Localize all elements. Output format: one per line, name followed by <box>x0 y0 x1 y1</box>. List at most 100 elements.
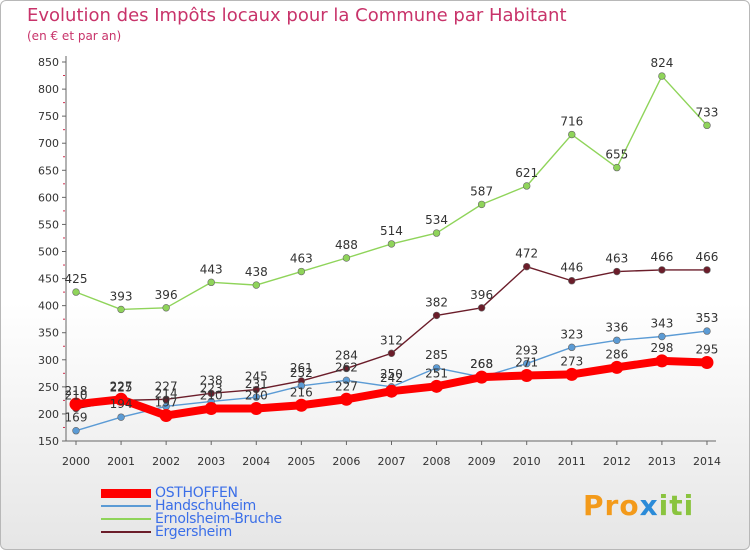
data-point-OSTHOFFEN <box>159 409 173 423</box>
data-label: 396 <box>470 288 493 302</box>
data-label: 621 <box>515 166 538 180</box>
data-point-Ernolsheim-Bruche <box>207 278 215 287</box>
x-tick-label: 2010 <box>513 455 541 468</box>
y-tick-label: 800 <box>38 83 59 96</box>
data-label: 396 <box>155 288 178 302</box>
data-point-Handschuheim <box>613 336 621 344</box>
x-tick-label: 2014 <box>693 455 721 468</box>
data-point-OSTHOFFEN <box>294 398 308 412</box>
data-label: 293 <box>515 344 538 358</box>
data-point-Ernolsheim-Bruche <box>117 305 125 314</box>
data-point-Ergersheim <box>477 304 486 312</box>
data-label: 295 <box>696 342 719 356</box>
data-point-Ernolsheim-Bruche <box>613 163 621 172</box>
data-label: 284 <box>335 348 358 362</box>
x-tick-label: 2008 <box>423 455 451 468</box>
data-label: 488 <box>335 238 358 252</box>
data-label: 216 <box>290 385 313 399</box>
legend-swatch <box>101 505 151 507</box>
data-label: 210 <box>65 389 88 403</box>
data-label: 210 <box>245 389 268 403</box>
data-label: 353 <box>696 311 719 325</box>
data-point-Ernolsheim-Bruche <box>703 121 711 130</box>
data-label: 227 <box>110 379 133 393</box>
data-point-OSTHOFFEN <box>610 360 624 374</box>
x-tick-label: 2006 <box>332 455 360 468</box>
data-point-Handschuheim <box>297 382 306 390</box>
data-label: 514 <box>380 224 403 238</box>
data-point-Handschuheim <box>432 364 441 372</box>
data-label: 242 <box>380 371 403 385</box>
data-label: 238 <box>200 373 223 387</box>
data-label: 382 <box>425 295 448 309</box>
data-point-Ernolsheim-Bruche <box>342 254 351 262</box>
y-tick-label: 700 <box>38 137 59 150</box>
data-point-Ergersheim <box>432 311 441 320</box>
data-point-OSTHOFFEN <box>430 379 444 393</box>
data-label: 466 <box>650 250 673 264</box>
logo-part-1: Pro <box>583 489 640 522</box>
x-tick-label: 2009 <box>468 455 496 468</box>
data-label: 534 <box>425 213 448 227</box>
legend-label: Ernolsheim-Bruche <box>155 511 282 527</box>
data-point-Ergersheim <box>207 389 215 398</box>
data-label: 285 <box>425 348 448 362</box>
data-point-OSTHOFFEN <box>565 367 579 381</box>
data-label: 463 <box>605 252 628 266</box>
x-tick-label: 2003 <box>197 455 225 468</box>
y-tick-label: 200 <box>38 408 59 421</box>
data-point-OSTHOFFEN <box>249 402 263 416</box>
data-label: 245 <box>245 370 268 384</box>
data-label: 250 <box>380 367 403 381</box>
x-tick-label: 2002 <box>152 455 180 468</box>
data-point-Handschuheim <box>117 413 125 421</box>
data-label: 655 <box>605 148 628 162</box>
logo-part-2: x <box>639 489 659 522</box>
y-tick-label: 250 <box>38 381 59 394</box>
data-label: 336 <box>605 320 628 334</box>
data-label: 252 <box>290 366 313 380</box>
x-tick-label: 2005 <box>287 455 315 468</box>
data-label: 231 <box>245 377 268 391</box>
data-label: 425 <box>65 272 88 286</box>
data-point-Handschuheim <box>658 332 666 341</box>
legend-label: OSTHOFFEN <box>155 485 238 501</box>
data-label: 268 <box>470 357 493 371</box>
data-point-Ernolsheim-Bruche <box>522 182 531 190</box>
y-tick-label: 450 <box>38 273 59 286</box>
data-point-Ergersheim <box>658 266 666 274</box>
data-point-OSTHOFFEN <box>700 355 714 369</box>
x-tick-label: 2013 <box>648 455 676 468</box>
data-label: 463 <box>290 252 313 266</box>
data-point-Handschuheim <box>252 393 260 401</box>
data-point-Ergersheim <box>387 349 396 357</box>
data-point-Ernolsheim-Bruche <box>162 304 170 312</box>
data-label: 466 <box>696 250 719 264</box>
data-point-Ernolsheim-Bruche <box>72 288 80 296</box>
data-point-OSTHOFFEN <box>655 354 669 368</box>
y-tick-label: 850 <box>38 56 59 69</box>
proxiti-logo: Proxiti <box>583 489 694 522</box>
legend-swatch <box>101 531 151 533</box>
data-point-Ernolsheim-Bruche <box>658 72 666 80</box>
y-tick-label: 750 <box>38 110 59 123</box>
data-label: 716 <box>560 115 583 129</box>
chart-title: Evolution des Impôts locaux pour la Comm… <box>27 5 567 26</box>
data-label: 343 <box>650 317 673 331</box>
data-point-Handschuheim <box>568 343 576 352</box>
data-label: 268 <box>470 357 493 371</box>
data-label: 587 <box>470 184 493 198</box>
data-label: 824 <box>650 56 673 70</box>
data-point-OSTHOFFEN <box>69 397 83 411</box>
data-point-Ernolsheim-Bruche <box>297 267 306 276</box>
legend-swatch <box>101 518 151 520</box>
x-tick-label: 2011 <box>558 455 586 468</box>
data-label: 273 <box>560 354 583 368</box>
data-label: 472 <box>515 247 538 261</box>
series-line-Ernolsheim-Bruche <box>75 75 708 311</box>
data-point-Ernolsheim-Bruche <box>252 281 260 289</box>
data-label: 312 <box>380 333 403 347</box>
data-label: 223 <box>200 381 223 395</box>
y-tick-label: 350 <box>38 327 59 340</box>
